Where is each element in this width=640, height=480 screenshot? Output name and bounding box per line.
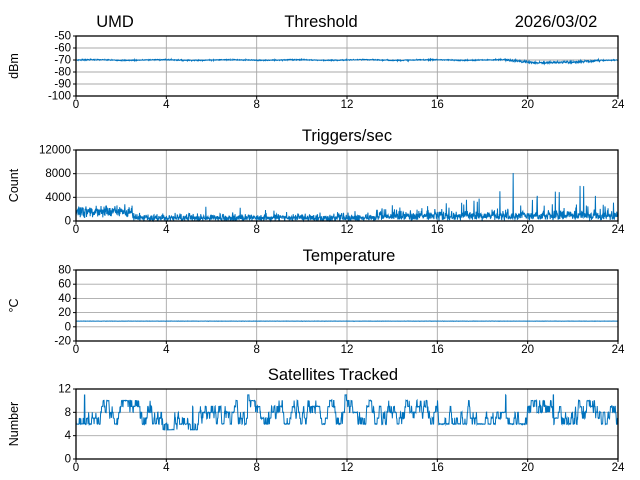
svg-text:0: 0 [65,454,71,466]
svg-text:20: 20 [521,344,534,356]
svg-text:Satellites Tracked: Satellites Tracked [268,366,398,384]
svg-text:-60: -60 [54,43,71,55]
svg-text:0: 0 [65,216,71,228]
svg-text:-50: -50 [54,31,71,43]
svg-text:4: 4 [163,99,170,111]
svg-text:12: 12 [58,384,71,396]
svg-text:16: 16 [431,99,444,111]
svg-text:-20: -20 [54,336,71,348]
svg-text:24: 24 [612,99,625,111]
svg-text:24: 24 [612,344,625,356]
svg-text:4: 4 [163,224,170,236]
svg-text:Threshold: Threshold [284,13,357,31]
svg-text:20: 20 [58,307,71,319]
svg-text:Temperature: Temperature [303,247,396,265]
svg-text:16: 16 [431,462,444,474]
svg-text:0: 0 [73,224,79,236]
svg-text:0: 0 [73,344,79,356]
svg-text:4: 4 [163,462,170,474]
svg-text:8: 8 [253,99,259,111]
svg-text:16: 16 [431,344,444,356]
svg-text:0: 0 [73,99,79,111]
svg-text:8: 8 [253,462,259,474]
svg-text:24: 24 [612,462,625,474]
svg-text:Count: Count [7,168,21,202]
svg-text:Triggers/sec: Triggers/sec [302,127,392,145]
svg-text:dBm: dBm [7,53,21,79]
svg-text:24: 24 [612,224,625,236]
svg-text:Number: Number [7,402,21,446]
svg-text:4: 4 [163,344,170,356]
svg-text:60: 60 [58,279,71,291]
svg-text:2026/03/02: 2026/03/02 [515,13,598,31]
svg-text:12: 12 [341,224,354,236]
svg-text:20: 20 [521,99,534,111]
svg-text:12000: 12000 [39,145,71,157]
svg-text:12: 12 [341,462,354,474]
svg-text:0: 0 [73,462,79,474]
svg-text:8000: 8000 [45,168,71,180]
svg-text:UMD: UMD [96,13,134,31]
svg-text:8: 8 [65,407,71,419]
svg-text:40: 40 [58,293,71,305]
svg-text:-80: -80 [54,67,71,79]
svg-text:-100: -100 [48,91,71,103]
svg-text:12: 12 [341,344,354,356]
svg-text:4000: 4000 [45,192,71,204]
svg-text:-90: -90 [54,79,71,91]
svg-text:80: 80 [58,265,71,277]
svg-text:8: 8 [253,224,259,236]
svg-text:0: 0 [65,321,71,333]
svg-text:°C: °C [7,298,21,312]
svg-text:20: 20 [521,462,534,474]
svg-text:12: 12 [341,99,354,111]
svg-text:4: 4 [65,430,72,442]
svg-text:8: 8 [253,344,259,356]
svg-text:16: 16 [431,224,444,236]
svg-text:20: 20 [521,224,534,236]
svg-text:-70: -70 [54,55,71,67]
